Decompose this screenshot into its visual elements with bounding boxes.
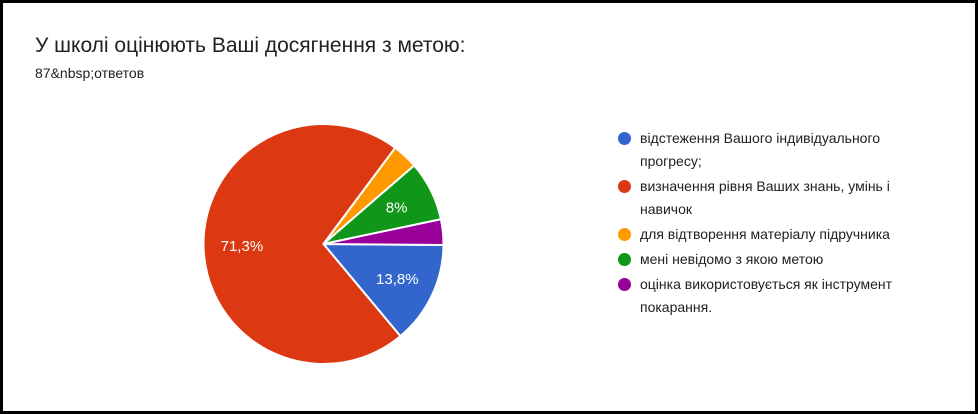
- pie-chart: 13,8% 71,3% 8%: [202, 123, 445, 365]
- legend-item-label: мені невідомо з якою метою: [640, 251, 824, 267]
- legend-item-label: для відтворення матеріалу підручника: [640, 226, 890, 242]
- legend-item-label: визначення рівня Ваших знань, умінь і на…: [640, 178, 890, 217]
- pie-slice[interactable]: [322, 218, 445, 247]
- slice-percent-label: 13,8%: [376, 271, 419, 288]
- legend-item-label: оцінка використовується як інструмент по…: [640, 276, 893, 315]
- legend-swatch-icon: [618, 132, 631, 145]
- slice-percent-label: 8%: [386, 200, 408, 217]
- pie-slice[interactable]: [202, 123, 402, 365]
- legend-swatch-icon: [618, 180, 631, 193]
- legend-swatch-icon: [618, 253, 631, 266]
- legend-item: визначення рівня Ваших знань, умінь і на…: [618, 175, 953, 221]
- legend: відстеження Вашого індивідуального прогр…: [618, 127, 953, 321]
- legend-item: відстеження Вашого індивідуального прогр…: [618, 127, 953, 173]
- pie-slice[interactable]: [322, 243, 445, 338]
- legend-item: оцінка використовується як інструмент по…: [618, 273, 953, 319]
- legend-swatch-icon: [618, 228, 631, 241]
- legend-swatch-icon: [618, 278, 631, 291]
- legend-item: для відтворення матеріалу підручника: [618, 223, 953, 246]
- chart-title: У школі оцінюють Ваші досягнення з метою…: [35, 34, 466, 57]
- slice-percent-label: 71,3%: [221, 238, 264, 255]
- legend-item: мені невідомо з якою метою: [618, 248, 953, 271]
- legend-item-label: відстеження Вашого індивідуального прогр…: [640, 130, 881, 169]
- response-count: 87&nbsp;ответов: [35, 65, 145, 81]
